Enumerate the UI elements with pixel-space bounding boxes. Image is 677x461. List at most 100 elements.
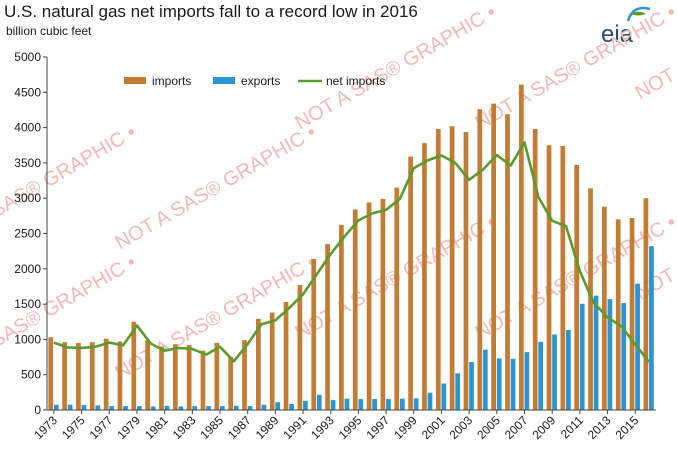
exports-bar xyxy=(413,398,419,410)
imports-bar xyxy=(560,145,566,410)
exports-bar xyxy=(233,405,239,410)
y-axis-unit-label: billion cubic feet xyxy=(6,24,92,38)
exports-bar xyxy=(261,404,267,410)
imports-bar xyxy=(297,285,303,410)
imports-bar xyxy=(532,129,538,410)
exports-bar xyxy=(579,303,585,410)
y-axis: 0 500 1000 1500 2000 2500 3000 3500 4000 4500 5000 xyxy=(14,50,48,417)
logo-text: eia xyxy=(601,21,634,48)
exports-bar xyxy=(330,400,336,410)
y-tick-label: 2500 xyxy=(14,227,41,241)
imports-bar xyxy=(491,103,496,410)
logo-leaf xyxy=(631,11,646,16)
imports-bar xyxy=(325,244,330,410)
y-tick-label: 4000 xyxy=(14,121,41,135)
exports-bar xyxy=(247,406,253,410)
x-tick-label: 1987 xyxy=(225,413,254,442)
imports-bar xyxy=(505,114,510,410)
x-tick-label: 1979 xyxy=(114,413,143,442)
exports-bar xyxy=(455,373,461,410)
x-tick-label: 2007 xyxy=(502,413,531,442)
exports-bar xyxy=(566,329,571,410)
x-tick-label: 1985 xyxy=(197,413,226,442)
x-tick-label: 1983 xyxy=(170,413,199,442)
logo-swoosh xyxy=(626,6,651,22)
imports-bar xyxy=(588,188,593,410)
imports-bar xyxy=(269,312,275,410)
exports-bar xyxy=(316,394,322,410)
imports-bar xyxy=(574,165,580,410)
exports-bar xyxy=(358,399,364,410)
exports-bar xyxy=(123,406,128,410)
exports-bar xyxy=(53,404,59,410)
x-tick-label: 1991 xyxy=(280,413,309,442)
exports-bar xyxy=(275,402,281,410)
legend-label: exports xyxy=(241,74,280,88)
y-tick-label: 4500 xyxy=(14,85,41,99)
imports-bar xyxy=(172,344,178,410)
imports-bar xyxy=(159,346,164,410)
bars xyxy=(48,84,654,411)
imports-bar xyxy=(186,345,192,410)
x-axis: 1973197519771979198119831985198719891991… xyxy=(31,409,656,442)
exports-bar xyxy=(206,406,211,410)
imports-bar xyxy=(89,342,95,410)
exports-bar xyxy=(178,406,184,410)
legend-swatch xyxy=(124,77,146,84)
y-tick-label: 2000 xyxy=(14,262,41,276)
exports-bar xyxy=(372,399,377,410)
x-tick-label: 1989 xyxy=(253,413,282,442)
y-tick-label: 5000 xyxy=(14,50,41,64)
imports-bar xyxy=(449,126,455,411)
x-tick-label: 1981 xyxy=(142,413,171,442)
x-tick-label: 2015 xyxy=(613,413,642,442)
exports-bar xyxy=(427,392,433,410)
x-tick-label: 1977 xyxy=(87,413,116,442)
legend-label: imports xyxy=(152,74,191,88)
imports-bar xyxy=(643,198,649,410)
exports-bar xyxy=(649,246,654,410)
x-tick-label: 2009 xyxy=(530,413,559,442)
exports-bar xyxy=(469,361,474,410)
exports-bar xyxy=(386,399,391,410)
exports-bar xyxy=(552,334,557,410)
exports-bar xyxy=(510,358,516,410)
imports-bar xyxy=(131,321,137,410)
exports-bar xyxy=(496,358,502,410)
exports-bar xyxy=(67,404,73,410)
exports-bar xyxy=(524,352,530,410)
exports-bar xyxy=(192,406,198,410)
imports-bar xyxy=(463,131,469,410)
x-tick-label: 1993 xyxy=(308,413,337,442)
exports-bar xyxy=(136,406,142,410)
imports-bar xyxy=(145,340,150,410)
imports-bar xyxy=(48,337,54,410)
imports-bar xyxy=(352,209,358,410)
exports-bar xyxy=(482,349,488,410)
exports-bar xyxy=(399,398,405,410)
y-tick-label: 1000 xyxy=(14,332,41,346)
legend: imports exports net imports xyxy=(124,74,385,88)
exports-bar xyxy=(164,405,170,410)
imports-bar xyxy=(103,338,109,410)
imports-bar xyxy=(76,342,81,410)
y-tick-label: 3000 xyxy=(14,191,41,205)
x-tick-label: 2001 xyxy=(419,413,448,442)
exports-bar xyxy=(621,303,627,410)
exports-bar xyxy=(303,400,308,410)
imports-bar xyxy=(408,156,413,410)
imports-bar xyxy=(214,342,220,410)
x-tick-label: 1999 xyxy=(391,413,420,442)
exports-bar xyxy=(607,299,613,410)
imports-bar xyxy=(255,318,261,410)
imports-bar xyxy=(422,143,427,410)
imports-bar xyxy=(546,145,552,410)
exports-bar xyxy=(538,341,544,410)
imports-bar xyxy=(283,301,289,410)
imports-bar xyxy=(228,357,234,410)
exports-bar xyxy=(220,406,225,410)
exports-bar xyxy=(150,406,156,410)
x-tick-label: 1975 xyxy=(59,413,88,442)
net-imports-line xyxy=(53,141,651,363)
imports-bar xyxy=(311,258,317,410)
